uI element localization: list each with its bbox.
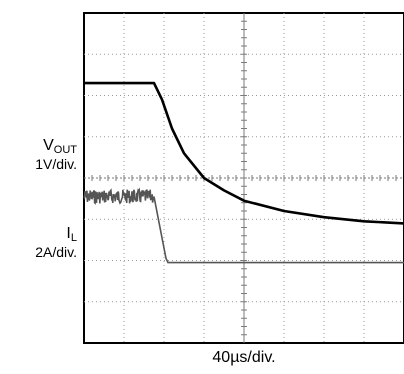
vout-trace [84, 81, 404, 225]
il-trace [83, 187, 404, 264]
il-subscript: L [70, 232, 77, 244]
il-scale: 2A/div. [35, 243, 77, 260]
vout-channel-label: VOUT 1V/div. [35, 137, 77, 172]
vout-name: V [43, 137, 54, 154]
traces [83, 81, 404, 264]
vout-subscript: OUT [53, 144, 77, 156]
il-name: I [66, 225, 71, 242]
grid [84, 13, 404, 343]
il-channel-label: IL 2A/div. [35, 225, 77, 260]
vout-scale: 1V/div. [35, 155, 77, 172]
x-axis-label: 40µs/div. [212, 349, 276, 366]
